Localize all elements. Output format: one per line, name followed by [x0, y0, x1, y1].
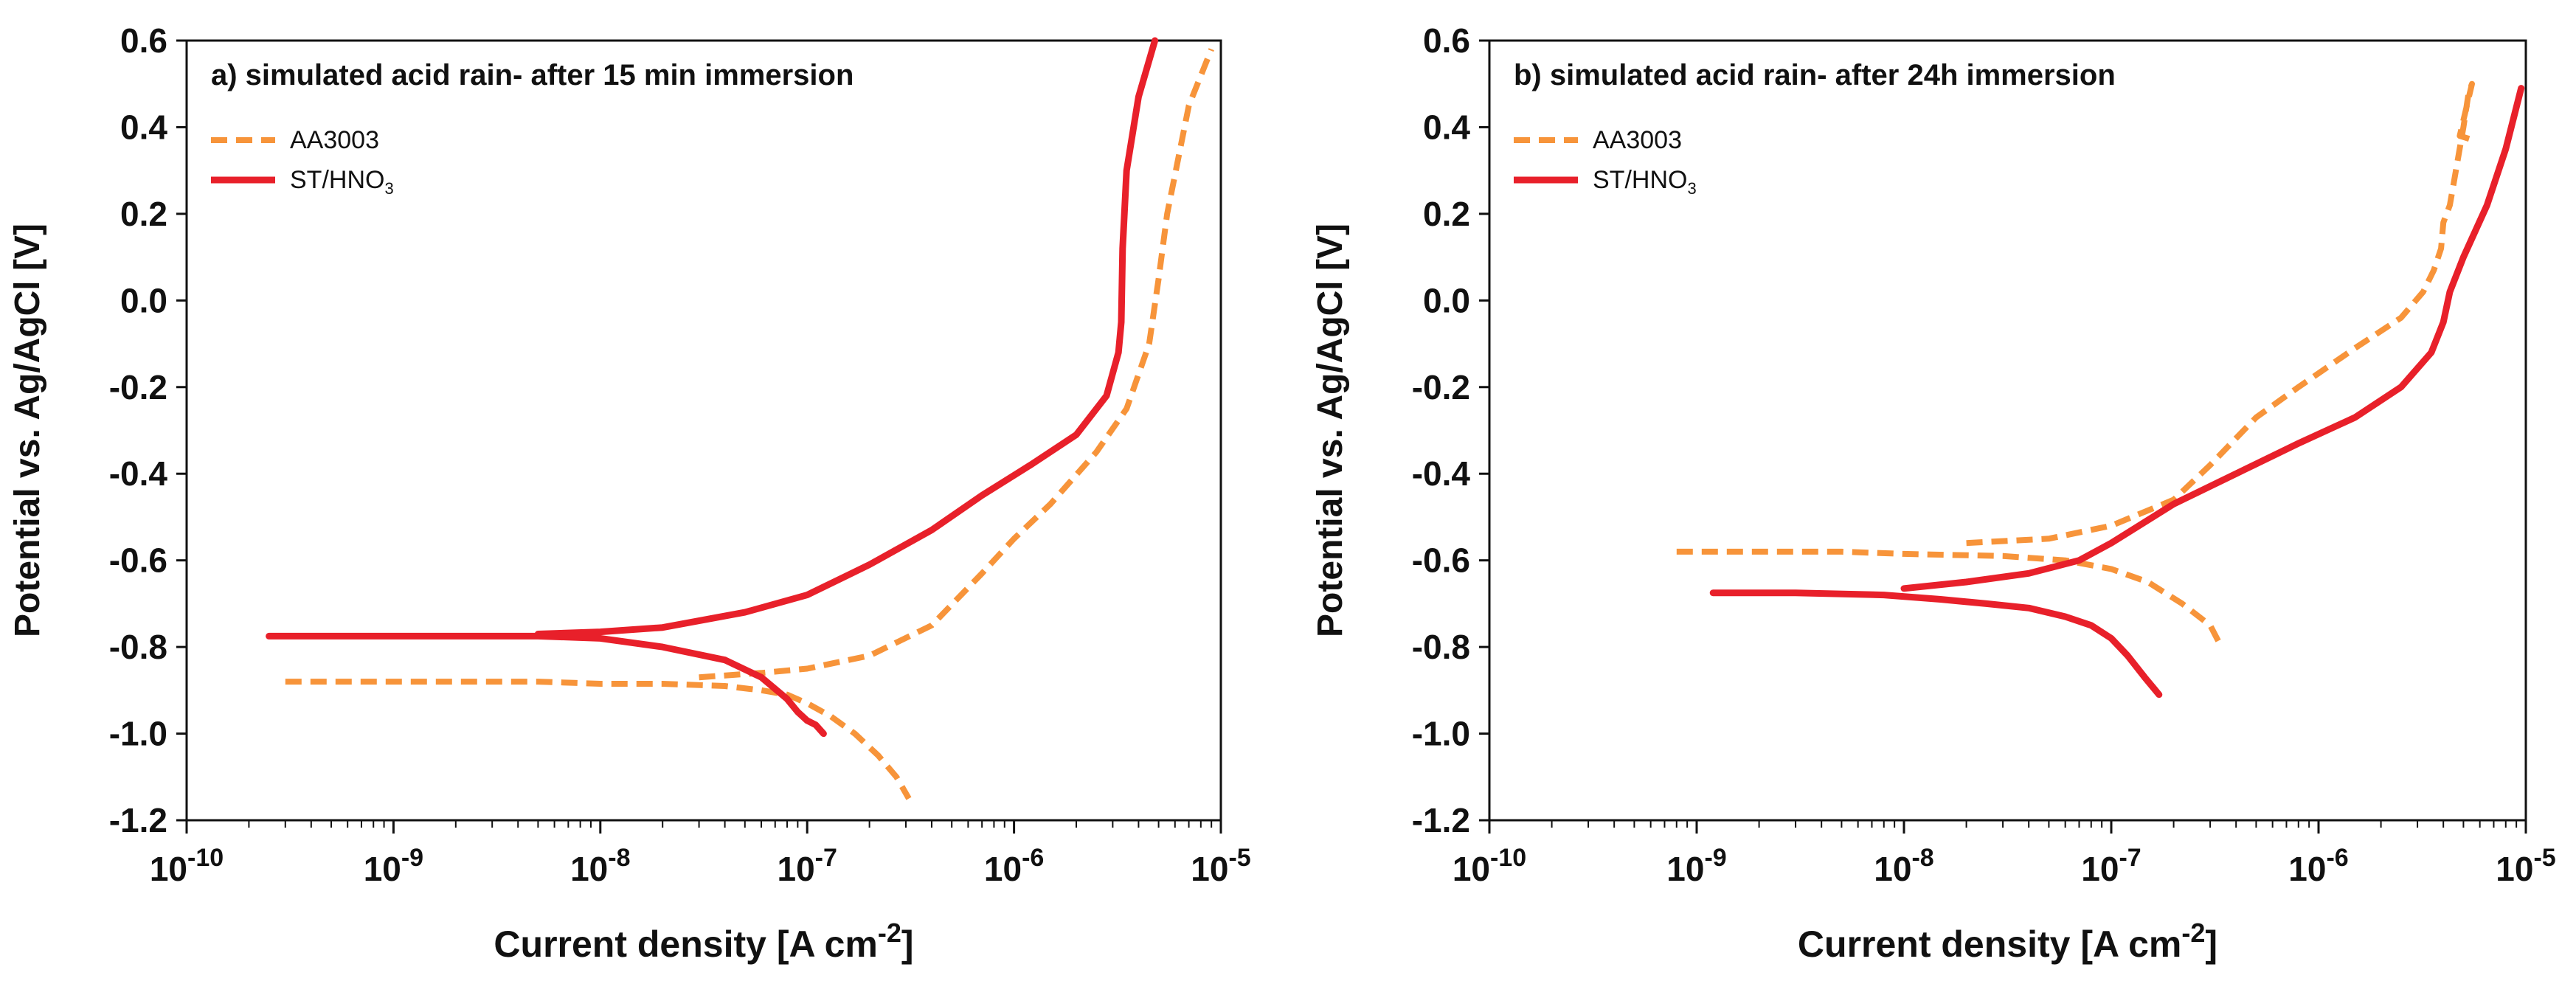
series-aa3003	[1676, 80, 2475, 648]
x-axis-title-text: Current density [A cm	[494, 924, 877, 965]
y-tick-label: -1.0	[109, 715, 167, 753]
cathodic-branch-line	[1709, 589, 2163, 699]
x-tick-base: 10	[2081, 850, 2119, 888]
legend-label-text: ST/HNO	[290, 166, 384, 194]
x-axis-title-end: ]	[901, 924, 914, 965]
series-st-hno3	[266, 37, 1159, 738]
x-tick-exponent: -6	[2326, 844, 2348, 872]
plot-frame	[185, 39, 1222, 822]
x-tick-label: 10-10	[150, 844, 224, 888]
x-tick-exponent: -7	[815, 844, 837, 872]
legend-label-st-hno3: ST/HNO3	[290, 166, 394, 198]
y-tick-label: -0.6	[109, 541, 167, 580]
x-tick-exponent: -7	[2119, 844, 2141, 872]
anodic-branch-line	[534, 37, 1159, 637]
y-tick-label: -0.2	[1412, 368, 1470, 406]
legend-label-text: AA3003	[290, 126, 379, 154]
x-tick-base: 10	[984, 850, 1022, 888]
y-tick-label: 0.2	[1423, 195, 1470, 233]
y-tick-label: -1.2	[1412, 801, 1470, 839]
legend-label-subscript: 3	[1687, 179, 1696, 198]
x-tick-label: 10-8	[570, 844, 630, 888]
series-st-hno3	[1709, 85, 2525, 699]
y-axis-title: Potential vs. Ag/AgCl [V]	[8, 224, 47, 637]
x-tick-base: 10	[150, 850, 187, 888]
legend-label-text: AA3003	[1593, 126, 1682, 154]
x-tick-exponent: -9	[1704, 844, 1726, 872]
y-tick-label: -0.4	[1412, 454, 1471, 493]
x-axis-title-superscript: -2	[878, 918, 901, 948]
cathodic-branch-line	[266, 632, 827, 738]
anodic-branch-line	[699, 48, 1214, 681]
y-tick-label: 0.4	[1423, 108, 1470, 146]
legend-label-text: ST/HNO	[1593, 166, 1687, 194]
x-tick-exponent: -9	[401, 844, 423, 872]
x-tick-exponent: -5	[1228, 844, 1250, 872]
x-tick-exponent: -5	[2533, 844, 2555, 872]
x-tick-exponent: -8	[1911, 844, 1933, 872]
x-tick-exponent: -10	[187, 844, 224, 872]
y-tick-label: 0.4	[120, 108, 167, 146]
y-tick-label: -0.6	[1412, 541, 1470, 580]
x-tick-label: 10-8	[1874, 844, 1933, 888]
x-tick-label: 10-9	[364, 844, 423, 888]
x-tick-label: 10-10	[1453, 844, 1526, 888]
cathodic-branch-line	[285, 679, 912, 800]
y-tick-label: -0.8	[109, 628, 167, 666]
x-axis-title-text: Current density [A cm	[1798, 924, 2181, 965]
y-tick-label: -1.0	[1412, 715, 1470, 753]
x-tick-base: 10	[1666, 850, 1704, 888]
legend-label-aa3003: AA3003	[1593, 126, 1682, 154]
y-tick-label: 0.2	[120, 195, 167, 233]
series-aa3003	[285, 48, 1214, 800]
legend-label-aa3003: AA3003	[290, 126, 379, 154]
x-tick-base: 10	[2288, 850, 2326, 888]
chart-panel-b: 0.60.40.20.0-0.2-0.4-0.6-0.8-1.0-1.210-1…	[1311, 21, 2556, 965]
x-tick-exponent: -6	[1022, 844, 1044, 872]
x-tick-base: 10	[777, 850, 814, 888]
y-tick-label: 0.0	[1423, 281, 1470, 319]
x-tick-base: 10	[1874, 850, 1911, 888]
x-tick-exponent: -10	[1490, 844, 1526, 872]
x-axis-title: Current density [A cm-2]	[494, 918, 913, 965]
x-tick-label: 10-9	[1666, 844, 1726, 888]
x-axis-title: Current density [A cm-2]	[1798, 918, 2217, 965]
y-tick-label: -1.2	[109, 801, 167, 839]
y-tick-label: 0.6	[120, 21, 167, 60]
x-tick-label: 10-6	[2288, 844, 2348, 888]
anodic-branch-line	[1966, 80, 2475, 547]
x-tick-base: 10	[1191, 850, 1228, 888]
anodic-branch-line	[1900, 85, 2525, 592]
chart-panel-a: 0.60.40.20.0-0.2-0.4-0.6-0.8-1.0-1.210-1…	[8, 21, 1251, 965]
x-tick-label: 10-5	[1191, 844, 1250, 888]
x-tick-exponent: -8	[608, 844, 630, 872]
legend-label-st-hno3: ST/HNO3	[1593, 166, 1697, 198]
x-tick-label: 10-7	[777, 844, 837, 888]
y-axis-title: Potential vs. Ag/AgCl [V]	[1311, 224, 1350, 637]
y-tick-label: 0.6	[1423, 21, 1470, 60]
x-tick-label: 10-5	[2496, 844, 2555, 888]
x-axis-title-end: ]	[2205, 924, 2217, 965]
x-tick-base: 10	[1453, 850, 1490, 888]
legend-label-subscript: 3	[384, 179, 393, 198]
x-tick-base: 10	[2496, 850, 2533, 888]
y-tick-label: -0.8	[1412, 628, 1470, 666]
y-tick-label: 0.0	[120, 281, 167, 319]
x-axis-title-superscript: -2	[2181, 918, 2205, 948]
panel-title: a) simulated acid rain- after 15 min imm…	[211, 59, 854, 91]
y-tick-label: -0.2	[109, 368, 167, 406]
x-tick-base: 10	[364, 850, 401, 888]
cathodic-branch-line	[1676, 548, 2224, 648]
y-tick-label: -0.4	[109, 454, 168, 493]
panel-title: b) simulated acid rain- after 24h immers…	[1514, 59, 2116, 91]
x-tick-label: 10-6	[984, 844, 1044, 888]
plot-frame	[1488, 39, 2527, 822]
x-tick-label: 10-7	[2081, 844, 2141, 888]
x-tick-base: 10	[570, 850, 608, 888]
